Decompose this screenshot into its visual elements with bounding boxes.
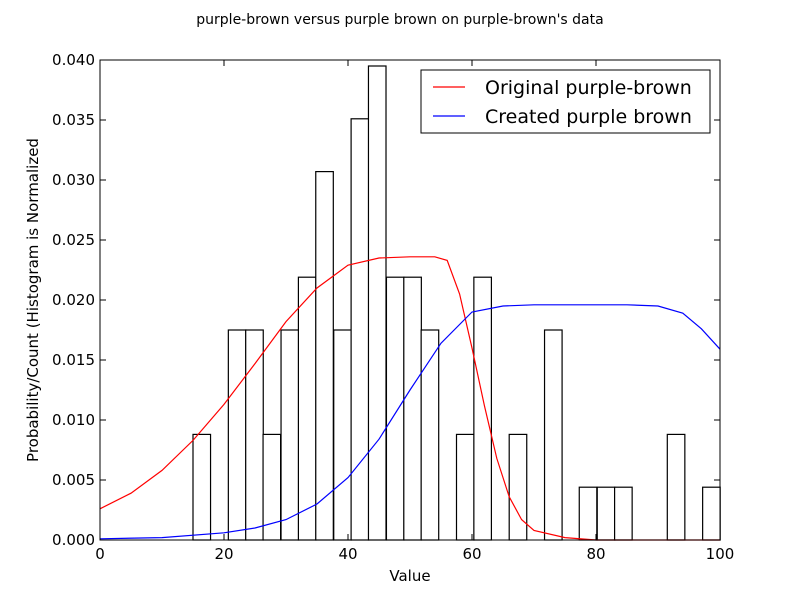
legend-label: Original purple-brown — [485, 77, 692, 99]
y-axis-label: Probability/Count (Histogram is Normaliz… — [24, 138, 42, 462]
plot-area: 0 20 40 60 80 100 0.000 0.005 0.010 0.015 0.020 0.0… — [52, 51, 734, 563]
histogram-bar — [613, 486, 633, 541]
histogram-bar — [280, 329, 300, 541]
x-tick-label: 60 — [462, 545, 481, 563]
histogram-bar — [403, 276, 422, 541]
histogram-bar — [315, 171, 334, 541]
histogram-bar — [473, 276, 493, 541]
histogram-bar — [297, 276, 317, 541]
y-tick-label: 0.000 — [52, 531, 95, 549]
histogram-bar — [227, 329, 247, 541]
x-tick-label: 20 — [214, 545, 233, 563]
histogram-bar — [245, 329, 264, 541]
histogram-bar — [666, 433, 686, 541]
histogram-bar — [192, 433, 212, 541]
x-tick-label: 100 — [706, 545, 735, 563]
histogram-bar — [596, 486, 616, 541]
histogram-bar — [367, 65, 387, 541]
x-tick-label: 0 — [95, 545, 105, 563]
histogram-bar — [262, 433, 282, 541]
legend-box — [420, 69, 711, 134]
series-line-1 — [99, 256, 720, 541]
histogram-bar — [543, 329, 563, 541]
histogram-bar — [385, 276, 405, 541]
y-tick-label: 0.025 — [52, 231, 95, 249]
histogram-bar — [420, 329, 440, 541]
x-tick-label: 80 — [586, 545, 605, 563]
legend-label: Created purple brown — [485, 106, 692, 128]
y-tick-label: 0.020 — [52, 291, 95, 309]
y-tick-label: 0.005 — [52, 471, 95, 489]
y-tick-label: 0.035 — [52, 111, 95, 129]
y-tick-label: 0.010 — [52, 411, 95, 429]
chart-title: purple-brown versus purple brown on purp… — [196, 12, 603, 28]
x-tick-label: 40 — [338, 545, 357, 563]
y-tick-label: 0.030 — [52, 171, 95, 189]
histogram-bar — [578, 486, 598, 541]
x-axis-label: Value — [389, 567, 430, 585]
y-tick-label: 0.015 — [52, 351, 95, 369]
histogram-bar — [508, 433, 528, 541]
histogram-bar — [455, 433, 475, 541]
y-tick-label: 0.040 — [52, 51, 95, 69]
histogram-bar — [702, 486, 721, 541]
series-line-2 — [99, 304, 721, 540]
histogram-bar — [350, 118, 370, 541]
histogram-bar — [333, 329, 352, 541]
